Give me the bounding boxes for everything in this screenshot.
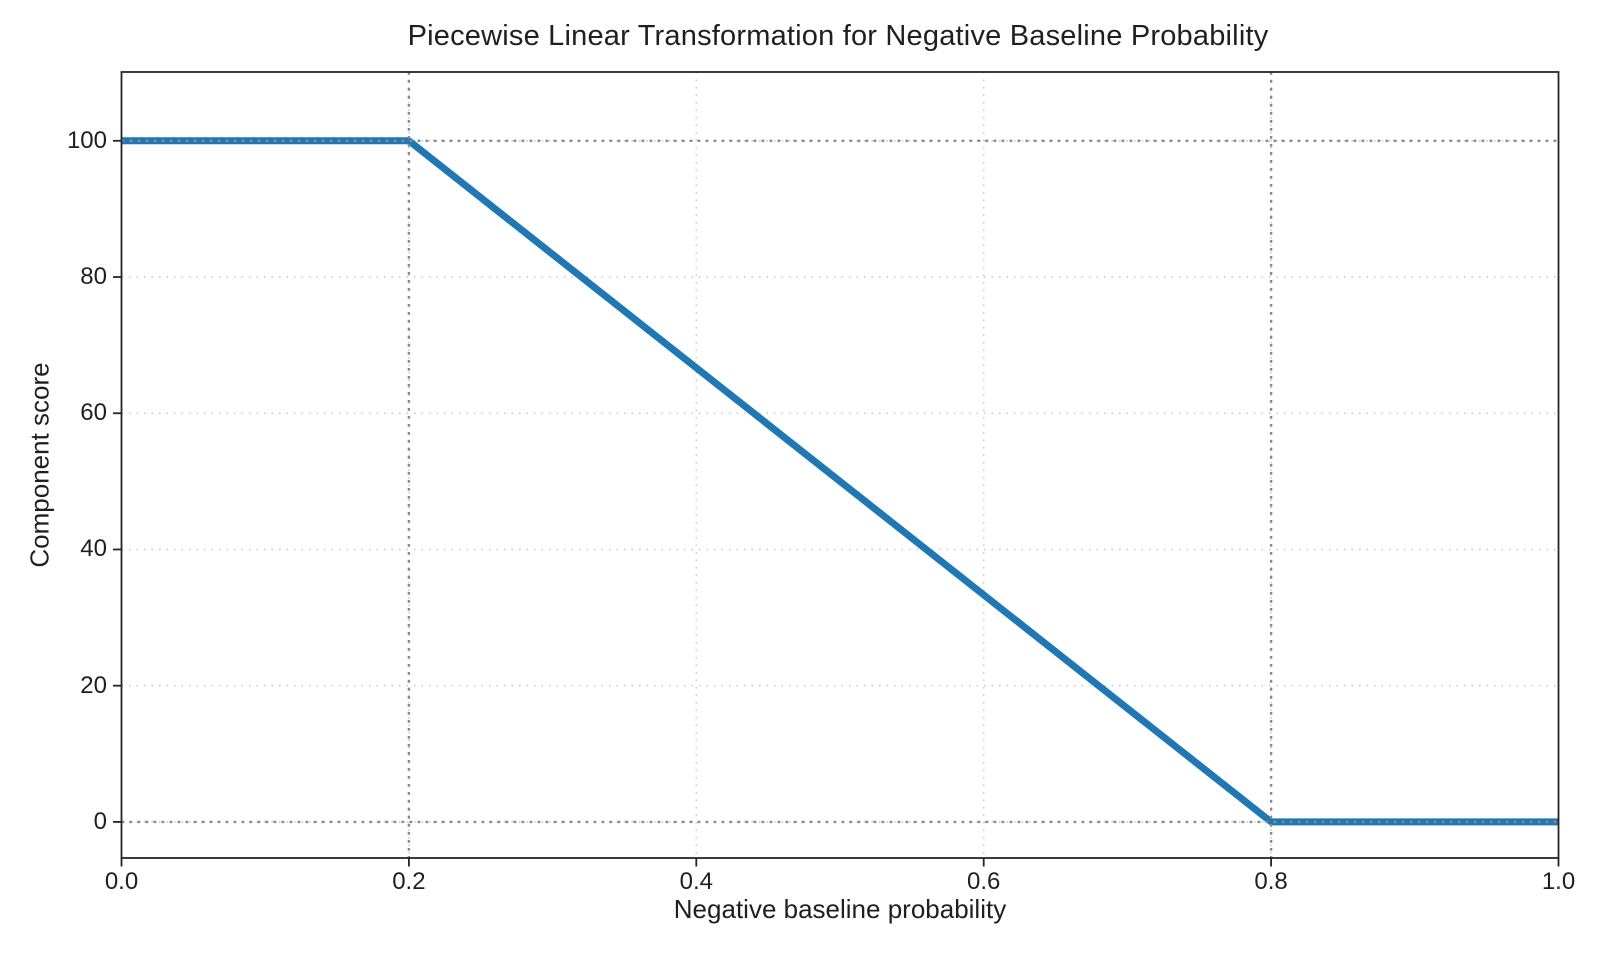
y-tick-label: 80 xyxy=(80,263,107,290)
y-tick-label: 40 xyxy=(80,535,107,563)
series-line xyxy=(121,137,1559,826)
x-axis-label: Negative baseline probability xyxy=(673,894,1007,924)
y-tick-label: 20 xyxy=(80,671,107,699)
chart-title: Piecewise Linear Transformation for Nega… xyxy=(407,20,1269,52)
y-axis-label: Component score xyxy=(24,362,55,568)
x-tick-label: 0.8 xyxy=(1254,868,1288,895)
x-tick-label: 0.2 xyxy=(392,868,426,895)
x-tick-label: 0.0 xyxy=(104,868,139,895)
y-tick-label: 60 xyxy=(80,399,107,427)
y-tick-label: 100 xyxy=(66,126,107,154)
x-tick-label: 1.0 xyxy=(1541,868,1576,895)
x-tick-label: 0.4 xyxy=(679,868,713,895)
x-tick-label: 0.6 xyxy=(967,868,1001,895)
axes-spines xyxy=(120,71,1560,859)
y-tick-label: 0 xyxy=(93,807,107,835)
